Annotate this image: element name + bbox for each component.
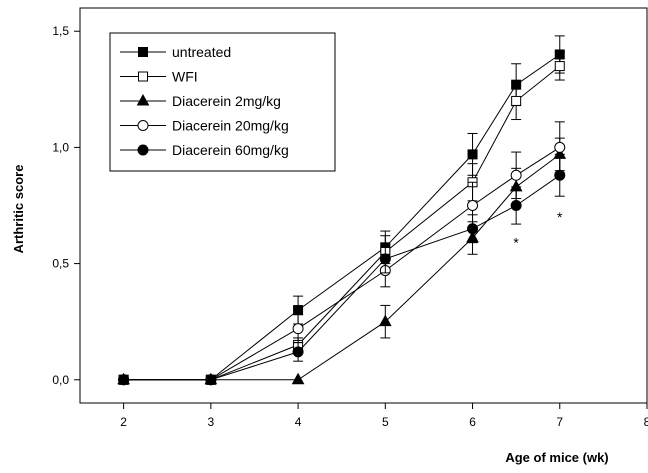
x-tick-label: 6 <box>469 415 476 429</box>
series-group <box>117 35 567 386</box>
data-point <box>510 169 522 181</box>
data-point <box>205 374 217 386</box>
data-point <box>118 374 130 386</box>
legend-marker <box>138 47 148 57</box>
data-point <box>510 200 522 211</box>
series-3 <box>117 137 567 385</box>
legend-label: untreated <box>172 44 231 60</box>
x-tick-label: 2 <box>120 415 127 429</box>
data-point <box>511 95 522 106</box>
data-point <box>554 61 565 72</box>
series-5 <box>118 153 566 386</box>
data-point <box>467 200 479 211</box>
data-point <box>554 169 566 181</box>
data-point <box>467 223 479 235</box>
legend-marker <box>137 120 149 131</box>
data-point <box>379 253 391 265</box>
legend-entry: Diacerein 2mg/kg <box>120 93 281 109</box>
legend-label: Diacerein 60mg/kg <box>172 142 289 158</box>
annotations: ** <box>513 209 563 251</box>
significance-marker: * <box>557 209 563 225</box>
x-tick-label: 3 <box>208 415 215 429</box>
x-tick-label: 8 <box>644 415 648 429</box>
x-axis-title: Age of mice (wk) <box>505 450 608 465</box>
legend-label: Diacerein 2mg/kg <box>172 93 281 109</box>
y-tick-label: 0,0 <box>52 373 69 387</box>
plot-area-border <box>79 7 648 404</box>
legend-label: WFI <box>172 69 198 85</box>
series-line <box>123 174 561 381</box>
data-point <box>378 314 392 327</box>
y-tick-label: 0,5 <box>52 257 69 271</box>
legend: untreated WFI Diacerein 2mg/kg Diacerein 20… <box>109 32 336 172</box>
plot-frame <box>79 7 648 404</box>
significance-marker: * <box>513 234 519 250</box>
x-tick-label: 5 <box>382 415 389 429</box>
data-point <box>293 305 304 316</box>
y-axis-title: Arthritic score <box>11 165 26 254</box>
legend-entry: WFI <box>120 69 198 85</box>
legend-marker <box>137 144 149 156</box>
legend-entry: untreated <box>120 44 231 60</box>
series-line <box>123 153 561 381</box>
legend-entry: Diacerein 60mg/kg <box>120 142 289 158</box>
series-line <box>123 146 561 381</box>
x-tick-label: 7 <box>556 415 563 429</box>
legend-label: Diacerein 20mg/kg <box>172 118 289 134</box>
legend-marker <box>138 71 148 82</box>
x-tick-label: 4 <box>295 415 302 429</box>
data-point <box>292 323 304 335</box>
data-point <box>554 141 566 153</box>
data-point <box>291 372 305 385</box>
axes: 2 3 4 5 6 7 8 0,0 0,5 1,0 1,5 <box>52 24 648 429</box>
legend-entry: Diacerein 20mg/kg <box>120 118 289 134</box>
data-point <box>292 346 304 358</box>
legend-marker <box>136 93 150 106</box>
y-tick-label: 1,0 <box>52 140 69 154</box>
y-tick-label: 1,5 <box>52 24 69 38</box>
data-point <box>467 149 478 160</box>
legend-entries: untreated WFI Diacerein 2mg/kg Diacerein 20… <box>120 44 289 158</box>
